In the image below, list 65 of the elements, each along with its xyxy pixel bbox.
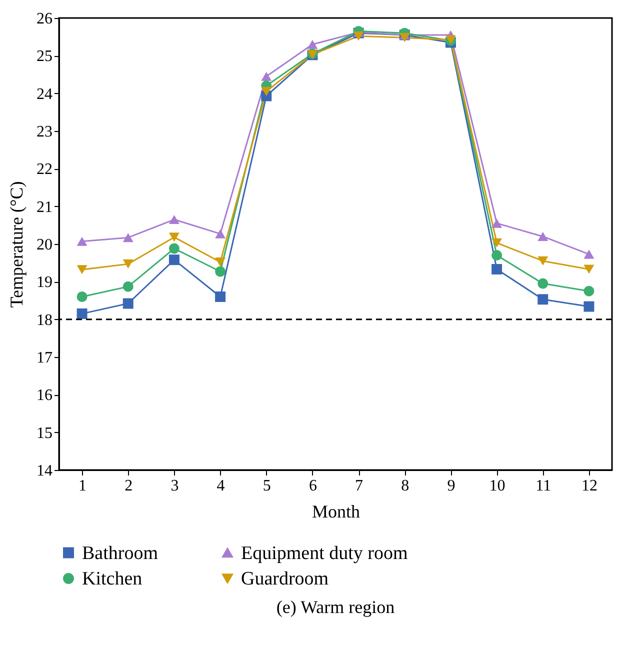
y-tick-label: 20 <box>36 236 52 254</box>
point <box>492 218 502 228</box>
legend-label: Equipment duty room <box>241 542 408 564</box>
y-tick-label: 26 <box>36 10 52 28</box>
point <box>538 232 548 242</box>
y-tick-label: 21 <box>36 198 52 216</box>
point <box>492 250 502 261</box>
point <box>261 86 272 96</box>
x-tick-label: 5 <box>262 478 271 494</box>
point <box>122 233 134 242</box>
point <box>584 286 594 296</box>
point <box>538 278 548 289</box>
point <box>584 301 594 312</box>
point <box>538 256 548 266</box>
point <box>353 32 364 41</box>
x-tick-label: 10 <box>489 478 506 494</box>
y-tick-label: 16 <box>36 387 52 404</box>
y-tick-label: 22 <box>36 161 52 178</box>
point <box>76 265 88 274</box>
x-tick-label: 3 <box>170 478 179 494</box>
legend-label: Bathroom <box>82 542 158 564</box>
x-tick-label: 8 <box>401 478 410 494</box>
point <box>492 264 502 274</box>
x-tick-label: 7 <box>355 478 364 494</box>
y-tick-label: 24 <box>36 86 52 103</box>
point <box>76 308 88 319</box>
x-tick-label: 12 <box>581 478 598 494</box>
y-tick-label: 18 <box>36 312 52 329</box>
point <box>538 294 548 305</box>
x-tick-label: 6 <box>308 478 317 494</box>
text: (e) Warm region <box>276 597 395 617</box>
point <box>492 238 502 248</box>
x-tick-label: 1 <box>78 478 87 494</box>
y-tick-label: 14 <box>36 462 52 480</box>
point <box>215 291 226 302</box>
y-tick-label: 15 <box>36 424 52 442</box>
point <box>307 40 318 49</box>
point <box>168 214 180 224</box>
x-tick-label: 4 <box>216 478 225 494</box>
point <box>122 259 134 269</box>
x-tick-label: 2 <box>124 478 133 494</box>
point <box>261 72 272 81</box>
point <box>584 250 594 259</box>
legend-label: Guardroom <box>241 568 329 590</box>
point <box>215 266 226 277</box>
point <box>399 33 410 42</box>
point <box>215 258 226 267</box>
point <box>168 243 180 254</box>
x-tick-label: 11 <box>536 478 552 494</box>
point <box>76 292 88 302</box>
y-axis-title: Temperature (°C) <box>6 181 26 308</box>
y-tick-label: 19 <box>36 274 52 292</box>
point <box>584 264 594 274</box>
y-tick-label: 23 <box>36 124 52 140</box>
point <box>122 298 134 309</box>
point <box>168 254 180 266</box>
point <box>122 281 134 292</box>
y-tick-label: 17 <box>36 350 52 366</box>
point <box>215 229 226 238</box>
point <box>76 236 88 246</box>
legend-label: Kitchen <box>82 568 143 590</box>
x-tick-label: 9 <box>447 478 456 494</box>
point <box>168 232 180 242</box>
y-tick-label: 25 <box>36 48 52 66</box>
x-axis-title: Month <box>312 502 360 522</box>
